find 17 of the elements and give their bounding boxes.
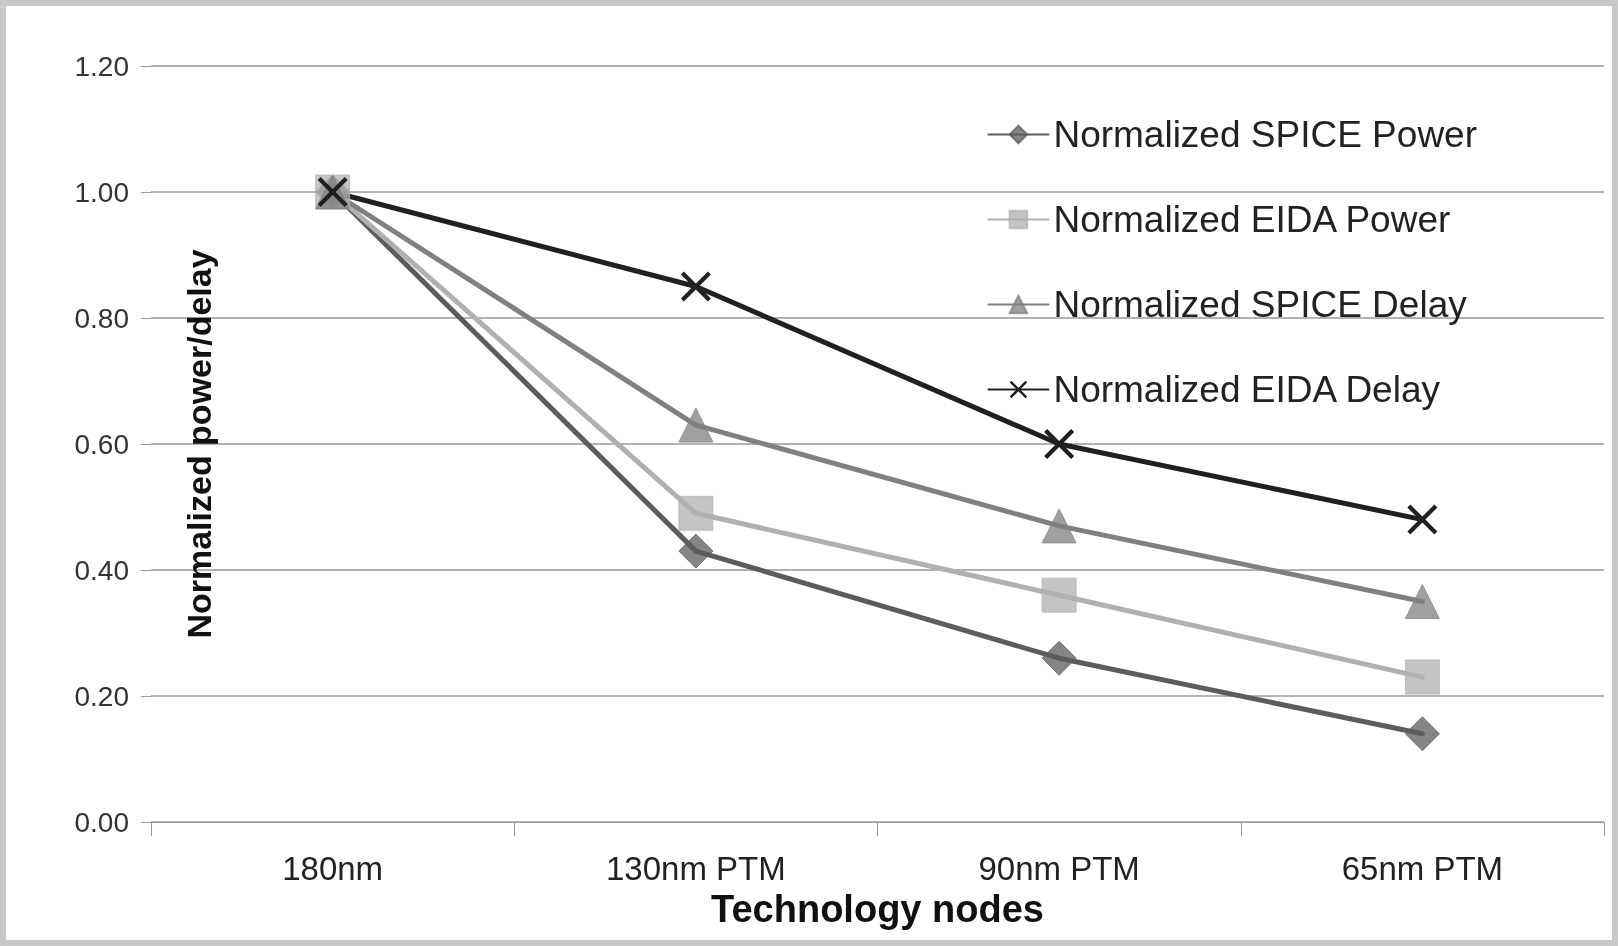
x-axis-title: Technology nodes [711,887,1044,930]
y-tick-label: 0.20 [74,680,129,712]
legend-label: Normalized SPICE Delay [1053,284,1468,325]
y-tick-label: 0.40 [74,554,129,586]
legend-label: Normalized EIDA Power [1053,199,1451,240]
y-tick-label: 1.00 [74,176,129,208]
x-tick-label: 65nm PTM [1341,850,1504,887]
y-tick-label: 0.80 [74,302,129,334]
y-tick-label: 0.60 [74,428,129,460]
legend-label: Normalized SPICE Power [1053,114,1478,155]
x-tick-label: 180nm [282,850,384,887]
legend-label: Normalized EIDA Delay [1053,369,1441,410]
x-tick-label: 130nm PTM [606,850,786,887]
y-axis-title: Normalized power/delay [180,249,218,639]
y-tick-label: 1.20 [74,50,129,82]
y-tick-label: 0.00 [74,806,129,838]
x-tick-label: 90nm PTM [978,850,1140,887]
